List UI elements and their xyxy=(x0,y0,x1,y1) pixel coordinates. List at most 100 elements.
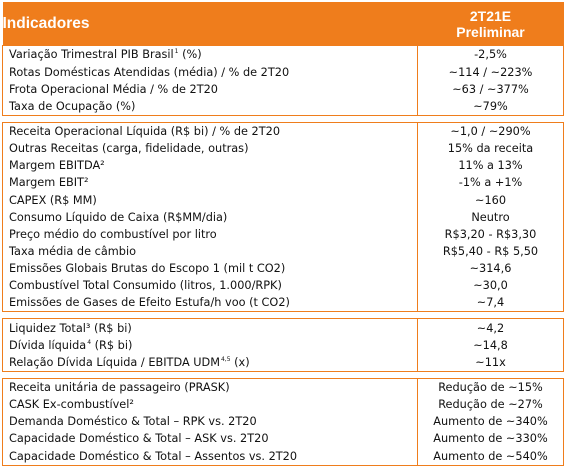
indicator-label-text: Emissões de Gases de Efeito Estufa/h voo… xyxy=(9,296,290,310)
table-row: Rotas Domésticas Atendidas (média) / % d… xyxy=(2,63,564,81)
indicator-label: Outras Receitas (carga, fidelidade, outr… xyxy=(2,140,418,158)
indicator-label-suffix: (x) xyxy=(230,355,250,369)
indicator-label: Frota Operacional Média / % de 2T20 xyxy=(2,80,418,98)
indicator-value: ~314,6 xyxy=(417,259,564,278)
indicator-value: ~63 / ~377% xyxy=(417,80,564,98)
table-row: Receita unitária de passageiro (PRASK) Re… xyxy=(2,378,564,397)
indicator-label: CAPEX (R$ MM) xyxy=(2,191,418,209)
table-row: Margem EBIT² -1% a +1% xyxy=(2,174,564,192)
indicator-label-text: Preço médio do combustível por litro xyxy=(9,227,217,241)
table-row: Receita Operacional Líquida (R$ bi) / % … xyxy=(2,122,564,141)
indicator-label: Receita unitária de passageiro (PRASK) xyxy=(2,378,418,397)
indicator-label: Preço médio do combustível por litro xyxy=(2,225,418,243)
indicator-label-text: Outras Receitas (carga, fidelidade, outr… xyxy=(9,142,249,156)
table-row: CASK Ex-combustível² Redução de ~27% xyxy=(2,396,564,414)
table-row: Capacidade Doméstico & Total – Assentos … xyxy=(2,447,564,466)
indicator-label: Emissões de Gases de Efeito Estufa/h voo… xyxy=(2,294,418,313)
indicator-label: Rotas Domésticas Atendidas (média) / % d… xyxy=(2,63,418,81)
indicator-value: R$5,40 - R$ 5,50 xyxy=(417,242,564,260)
footnote-marker: 1 xyxy=(174,48,179,56)
section-gap xyxy=(3,115,564,122)
indicator-label-text: Rotas Domésticas Atendidas (média) / % d… xyxy=(9,65,290,79)
indicator-value: ~4,2 xyxy=(417,318,564,337)
indicator-label-text: Taxa média de câmbio xyxy=(9,244,137,258)
indicator-label: Liquidez Total³ (R$ bi) xyxy=(2,318,418,337)
indicator-label: Combustível Total Consumido (litros, 1.0… xyxy=(2,277,418,295)
indicator-label-text: CAPEX (R$ MM) xyxy=(9,193,97,207)
indicator-value: R$3,20 - R$3,30 xyxy=(417,225,564,243)
indicator-value: ~14,8 xyxy=(417,336,564,354)
table-header-row: Indicadores 2T21E Preliminar xyxy=(2,2,564,46)
indicator-label: Demanda Doméstico & Total – RPK vs. 2T20 xyxy=(2,413,418,431)
header-period-line2: Preliminar xyxy=(456,23,525,40)
indicator-value: -1% a +1% xyxy=(417,174,564,192)
indicator-value: ~30,0 xyxy=(417,277,564,295)
indicator-label-suffix: (%) xyxy=(178,48,202,62)
table-row: Taxa de Ocupação (%) ~79% xyxy=(2,97,564,116)
indicator-label-text: Emissões Globais Brutas do Escopo 1 (mil… xyxy=(9,261,286,275)
indicator-label: Margem EBIT² xyxy=(2,174,418,192)
indicator-value: ~114 / ~223% xyxy=(417,63,564,81)
table-row: Capacidade Doméstico & Total – ASK vs. 2… xyxy=(2,430,564,448)
indicator-label: Variação Trimestral PIB Brasil1 (%) xyxy=(2,45,418,64)
table-row: Consumo Líquido de Caixa (R$MM/dia) Neutr… xyxy=(2,208,564,226)
indicator-value: Neutro xyxy=(417,208,564,226)
indicator-label: Capacidade Doméstico & Total – Assentos … xyxy=(2,447,418,466)
indicator-label: Receita Operacional Líquida (R$ bi) / % … xyxy=(2,122,418,141)
indicator-label-text: Variação Trimestral PIB Brasil xyxy=(9,48,174,62)
indicator-value: ~1,0 / ~290% xyxy=(417,122,564,141)
table-row: Dívida líquida4 (R$ bi) ~14,8 xyxy=(2,336,564,354)
table-row: Relação Dívida Líquida / EBITDA UDM4,5 (… xyxy=(2,353,564,372)
table-row: Demanda Doméstico & Total – RPK vs. 2T20… xyxy=(2,413,564,431)
section-gap xyxy=(3,371,564,378)
indicator-label: Taxa de Ocupação (%) xyxy=(2,97,418,116)
indicator-label: Capacidade Doméstico & Total – ASK vs. 2… xyxy=(2,430,418,448)
indicator-value: Redução de ~27% xyxy=(417,396,564,414)
table-row: Liquidez Total³ (R$ bi) ~4,2 xyxy=(2,318,564,337)
indicator-value: Aumento de ~330% xyxy=(417,430,564,448)
indicator-value: ~11x xyxy=(417,353,564,372)
indicator-label-text: Liquidez Total³ (R$ bi) xyxy=(9,321,132,335)
indicator-label-text: Combustível Total Consumido (litros, 1.0… xyxy=(9,279,282,293)
indicator-label: Emissões Globais Brutas do Escopo 1 (mil… xyxy=(2,259,418,278)
table-row: Variação Trimestral PIB Brasil1 (%) -2,5% xyxy=(2,45,564,64)
indicator-label: Taxa média de câmbio xyxy=(2,242,418,260)
indicator-label-text: Margem EBITDA² xyxy=(9,159,105,173)
indicator-label: Consumo Líquido de Caixa (R$MM/dia) xyxy=(2,208,418,226)
footnote-marker: 4 xyxy=(87,338,92,346)
indicator-label: Relação Dívida Líquida / EBITDA UDM4,5 (… xyxy=(2,353,418,372)
footnote-marker: 4,5 xyxy=(220,355,231,363)
section-gap xyxy=(3,312,564,319)
indicator-label-text: Taxa de Ocupação (%) xyxy=(9,99,136,113)
indicator-label-text: Relação Dívida Líquida / EBITDA UDM xyxy=(9,355,220,369)
indicator-value: 15% da receita xyxy=(417,140,564,158)
indicator-label-text: Consumo Líquido de Caixa (R$MM/dia) xyxy=(9,210,228,224)
table-row: Outras Receitas (carga, fidelidade, outr… xyxy=(2,140,564,158)
header-period: 2T21E Preliminar xyxy=(417,2,564,46)
header-title: Indicadores xyxy=(2,2,418,46)
table-row: Margem EBITDA² 11% a 13% xyxy=(2,157,564,175)
table-row: Frota Operacional Média / % de 2T20 ~63 /… xyxy=(2,80,564,98)
indicator-label-text: Frota Operacional Média / % de 2T20 xyxy=(9,82,218,96)
indicator-value: Aumento de ~540% xyxy=(417,447,564,466)
indicator-value: ~79% xyxy=(417,97,564,116)
indicator-label-text: Receita Operacional Líquida (R$ bi) / % … xyxy=(9,125,281,139)
table-row: Emissões de Gases de Efeito Estufa/h voo… xyxy=(2,294,564,313)
indicator-label: CASK Ex-combustível² xyxy=(2,396,418,414)
header-period-line1: 2T21E xyxy=(469,7,512,24)
indicator-label-text: Capacidade Doméstico & Total – Assentos … xyxy=(9,449,298,463)
indicator-value: Redução de ~15% xyxy=(417,378,564,397)
indicator-value: Aumento de ~340% xyxy=(417,413,564,431)
table-row: Taxa média de câmbio R$5,40 - R$ 5,50 xyxy=(2,242,564,260)
indicator-label-text: Receita unitária de passageiro (PRASK) xyxy=(9,381,230,395)
indicator-label-text: CASK Ex-combustível² xyxy=(9,398,134,412)
indicator-value: -2,5% xyxy=(417,45,564,64)
indicator-value: ~160 xyxy=(417,191,564,209)
indicator-label-text: Margem EBIT² xyxy=(9,176,89,190)
table-row: Preço médio do combustível por litro R$3,… xyxy=(2,225,564,243)
table-row: CAPEX (R$ MM) ~160 xyxy=(2,191,564,209)
indicator-label-text: Capacidade Doméstico & Total – ASK vs. 2… xyxy=(9,432,269,446)
indicator-value: ~7,4 xyxy=(417,294,564,313)
indicator-value: 11% a 13% xyxy=(417,157,564,175)
